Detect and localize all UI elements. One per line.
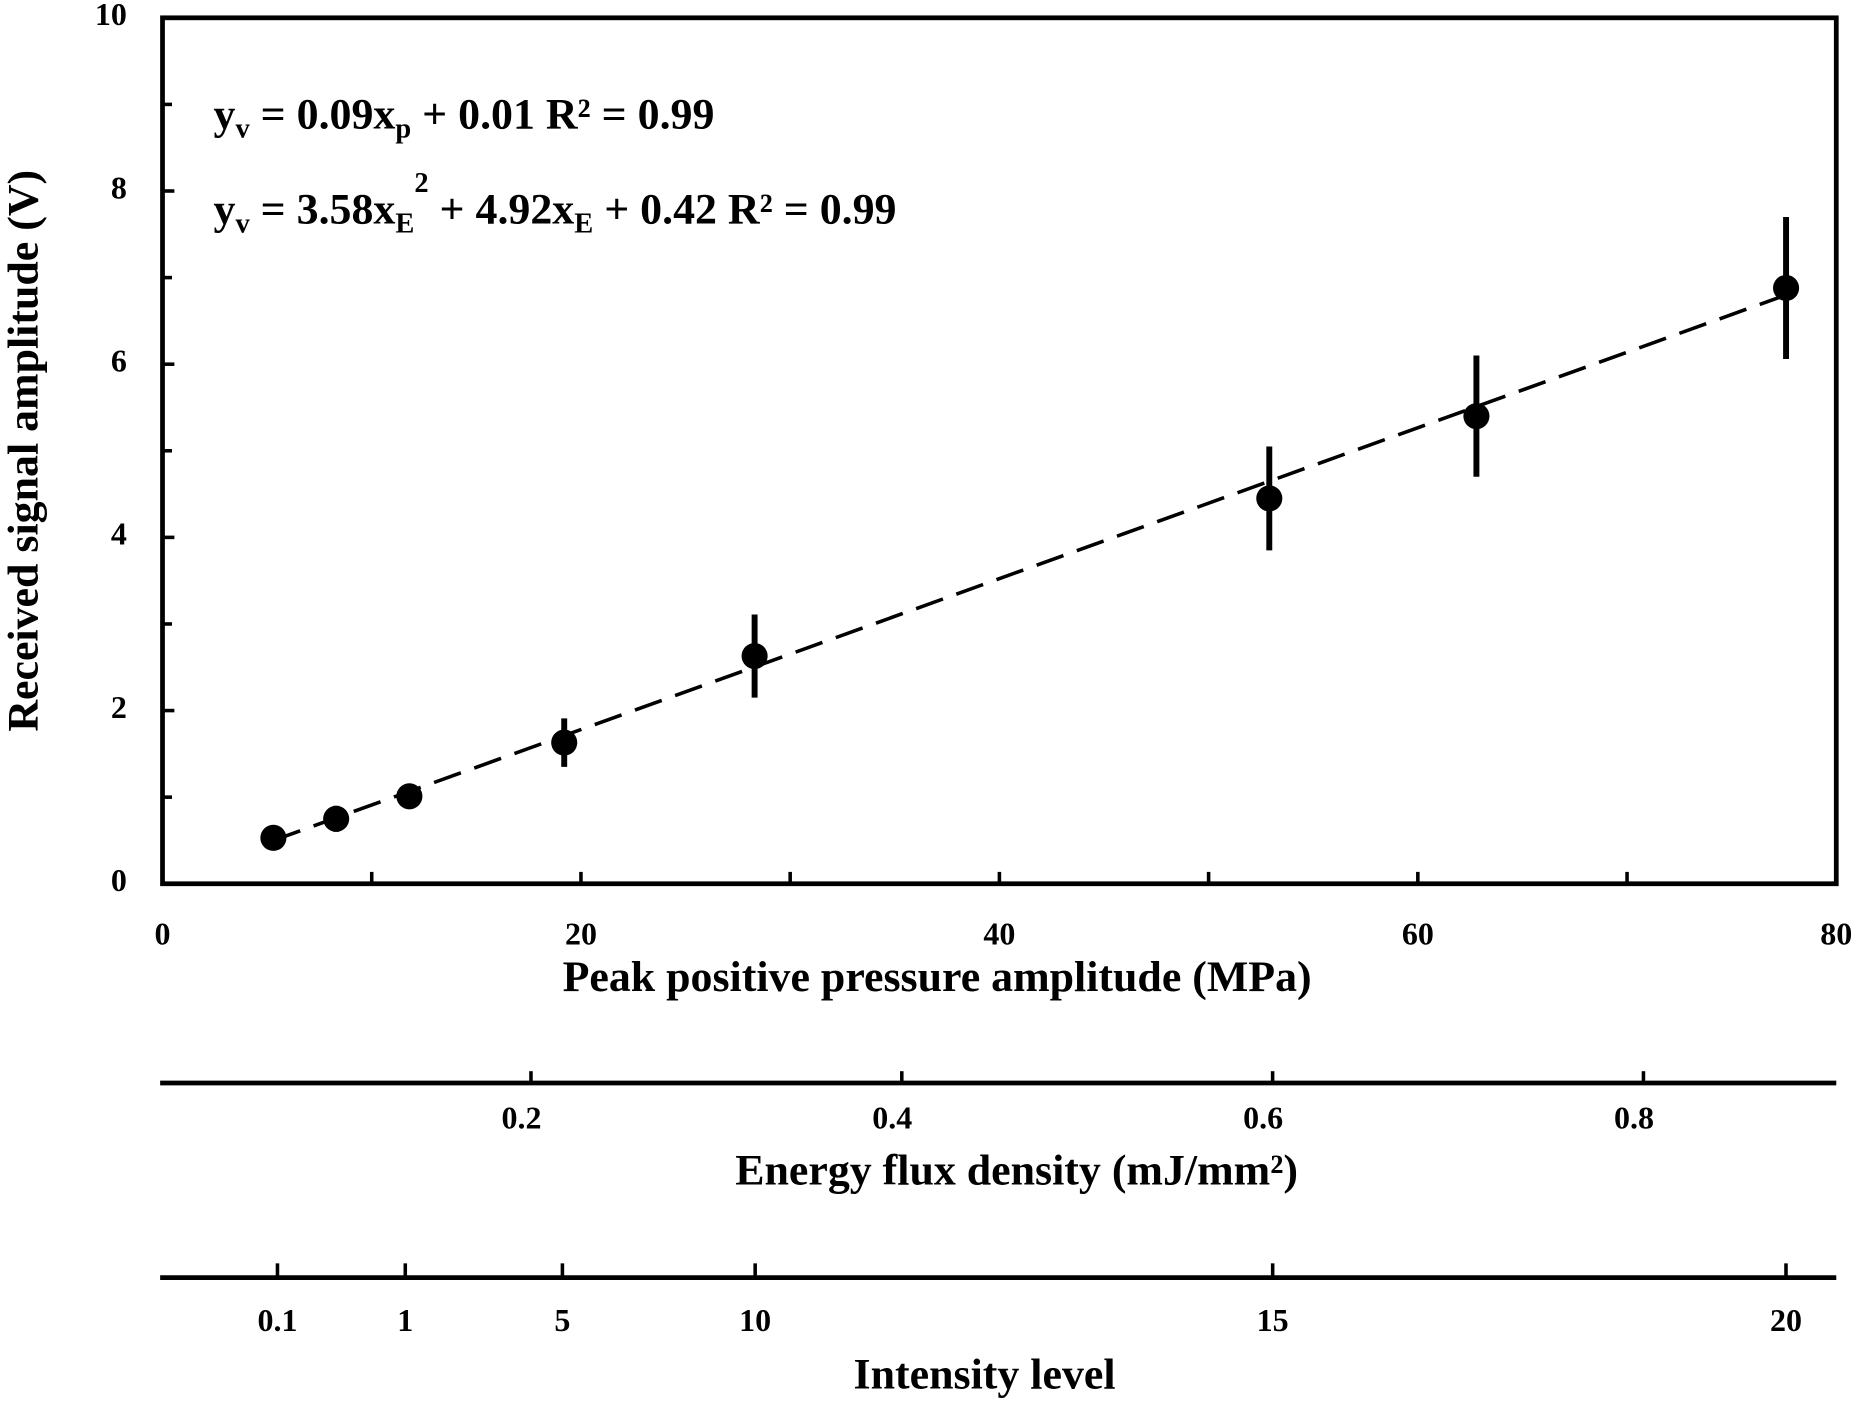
equation-subscript: v	[235, 113, 250, 144]
y-tick-label: 0	[111, 862, 127, 898]
data-point	[1773, 274, 1800, 302]
equation-subscript: E	[574, 208, 593, 239]
equation-text: = 0.09x	[250, 91, 396, 139]
equation-subscript: v	[235, 208, 250, 239]
x-tick-label: 60	[1402, 915, 1434, 951]
equation-subscript: E	[395, 208, 414, 239]
energy-tick-label: 0.6	[1243, 1099, 1283, 1135]
y-axis-title: Received signal amplitude (V)	[0, 170, 47, 732]
x-tick-label: 20	[565, 915, 597, 951]
energy-tick-label: 0.8	[1614, 1099, 1654, 1135]
intensity-tick-label: 20	[1770, 1302, 1802, 1338]
equation-text: y	[214, 91, 236, 139]
intensity-axis-title: Intensity level	[854, 1350, 1116, 1398]
equation-subscript: p	[395, 113, 411, 144]
data-point	[741, 642, 768, 670]
y-tick-label: 4	[111, 516, 127, 552]
data-point	[551, 729, 578, 756]
x-tick-label: 80	[1820, 915, 1852, 951]
equation-text: = 3.58x	[250, 186, 396, 234]
data-point	[1463, 403, 1490, 430]
equation: yv​ = 0.09xp​ + 0.01 R² = 0.99	[214, 91, 715, 144]
y-tick-label: 10	[95, 0, 127, 32]
equation-text: + 0.01 R² = 0.99	[411, 91, 714, 139]
equation: yv​ = 3.58xE​2​ + 4.92xE​ + 0.42 R² = 0.…	[214, 168, 897, 239]
equation-superscript: 2	[414, 168, 428, 199]
fit-line	[272, 293, 1787, 843]
equation-text: + 0.42 R² = 0.99	[593, 186, 896, 234]
equation-text: y	[214, 186, 236, 234]
data-point	[323, 805, 350, 832]
x-tick-label: 0	[155, 915, 171, 951]
data-point	[1256, 485, 1283, 512]
y-tick-label: 2	[111, 689, 127, 725]
x-tick-label: 40	[983, 915, 1015, 951]
energy-tick-label: 0.4	[872, 1099, 912, 1135]
intensity-tick-label: 15	[1257, 1302, 1289, 1338]
intensity-tick-label: 1	[397, 1302, 413, 1338]
intensity-tick-label: 5	[554, 1302, 570, 1338]
energy-tick-label: 0.2	[501, 1099, 541, 1135]
data-point	[260, 824, 287, 851]
y-tick-label: 8	[111, 169, 127, 205]
plot-frame	[160, 15, 1839, 887]
energy-axis-title: Energy flux density (mJ/mm²)	[735, 1146, 1298, 1194]
equation-text: + 4.92x	[429, 186, 575, 234]
data-point	[396, 783, 423, 810]
y-tick-label: 6	[111, 343, 127, 379]
x-axis-title: Peak positive pressure amplitude (MPa)	[563, 953, 1312, 1001]
intensity-tick-label: 0.1	[257, 1302, 297, 1338]
intensity-tick-label: 10	[739, 1302, 771, 1338]
